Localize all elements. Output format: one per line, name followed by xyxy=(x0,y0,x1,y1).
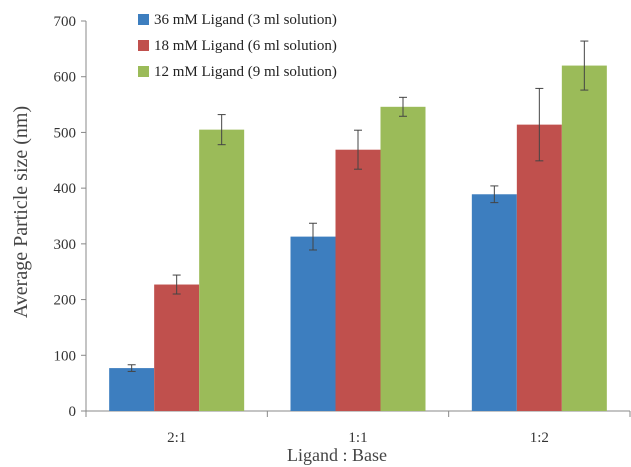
bar xyxy=(335,149,381,411)
legend-swatch xyxy=(138,66,149,77)
legend-label: 12 mM Ligand (9 ml solution) xyxy=(154,64,337,80)
y-tick-label: 300 xyxy=(54,237,77,253)
legend-swatch xyxy=(138,40,149,51)
legend: 36 mM Ligand (3 ml solution) 18 mM Ligand… xyxy=(138,12,337,80)
y-tick-label: 0 xyxy=(69,404,77,420)
legend-label: 36 mM Ligand (3 ml solution) xyxy=(154,12,337,28)
plot-area: 0 100 200 300 400 500 600 700 2:1 1:1 1:2 xyxy=(54,14,631,446)
y-tick-label: 700 xyxy=(54,14,77,30)
bar xyxy=(199,129,245,411)
y-axis-title: Average Particle size (nm) xyxy=(10,106,32,318)
bar xyxy=(561,65,607,412)
y-tick-label: 600 xyxy=(54,70,77,86)
bar xyxy=(380,106,426,412)
y-tick-label: 500 xyxy=(54,125,77,141)
y-tick-label: 400 xyxy=(54,181,77,197)
x-tick-label: 1:2 xyxy=(530,430,549,446)
x-axis-title: Ligand : Base xyxy=(287,445,387,465)
x-tick-label: 1:1 xyxy=(348,430,367,446)
bar xyxy=(516,124,562,411)
y-tick-label: 100 xyxy=(54,348,77,364)
bar xyxy=(471,194,517,411)
legend-label: 18 mM Ligand (6 ml solution) xyxy=(154,38,337,54)
bar xyxy=(154,284,200,411)
bar xyxy=(109,368,155,411)
x-tick-label: 2:1 xyxy=(167,430,186,446)
legend-swatch xyxy=(138,14,149,25)
y-tick-label: 200 xyxy=(54,293,77,309)
bar xyxy=(290,236,336,411)
